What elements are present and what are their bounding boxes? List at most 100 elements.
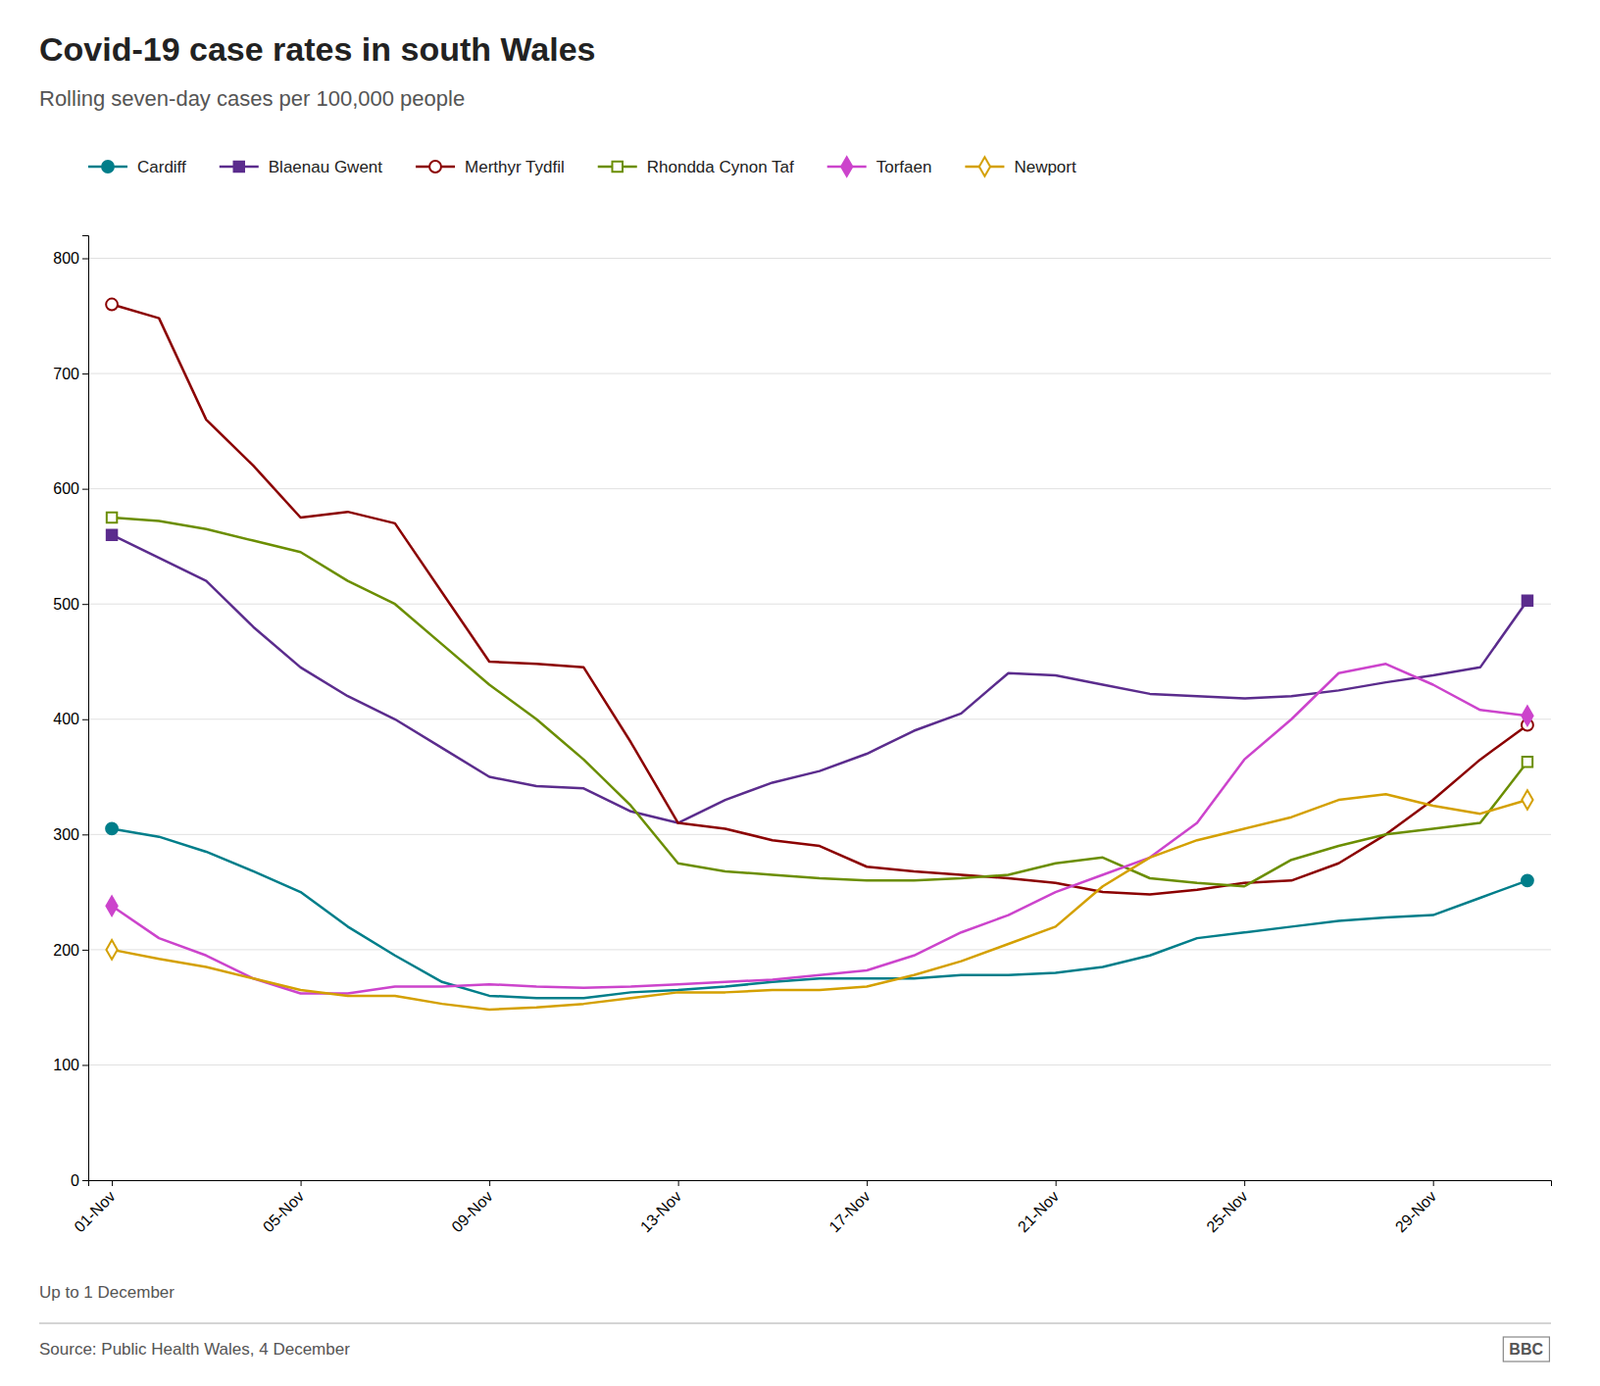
legend-item: Cardiff bbox=[88, 157, 187, 177]
x-tick-mark bbox=[300, 1180, 302, 1187]
y-tick-label: 500 bbox=[52, 596, 80, 613]
y-tick-mark bbox=[82, 373, 89, 375]
series-marker bbox=[105, 299, 118, 311]
legend-label: Torfaen bbox=[876, 157, 933, 177]
series-marker bbox=[1521, 790, 1533, 810]
y-tick: 200 bbox=[52, 941, 89, 958]
grid-line bbox=[88, 834, 1551, 836]
x-tick: 09-Nov bbox=[448, 1180, 496, 1236]
series bbox=[106, 512, 1533, 887]
brand-box bbox=[1502, 1337, 1550, 1362]
series-line bbox=[111, 535, 1528, 824]
legend: Cardiff Blaenau Gwent Merthyr Tydfil Rhondd… bbox=[88, 156, 1077, 177]
y-tick-mark bbox=[82, 719, 89, 721]
x-tick: 25-Nov bbox=[1202, 1180, 1250, 1236]
y-tick-label: 800 bbox=[52, 250, 80, 267]
y-tick-mark bbox=[82, 603, 89, 605]
grid-line bbox=[88, 1064, 1551, 1066]
series-marker bbox=[105, 896, 117, 916]
x-tick-label: 13-Nov bbox=[637, 1188, 685, 1236]
x-tick-mark bbox=[111, 1180, 113, 1187]
x-tick: 13-Nov bbox=[637, 1180, 685, 1236]
legend-marker bbox=[841, 156, 852, 177]
series-marker bbox=[1521, 705, 1533, 726]
separator bbox=[39, 1323, 1551, 1325]
series-marker bbox=[1522, 595, 1533, 605]
series bbox=[105, 299, 1534, 896]
subtitle: Rolling seven-day cases per 100,000 peop… bbox=[39, 86, 465, 111]
y-tick: 100 bbox=[52, 1056, 89, 1074]
plot-area: 0 100 200 300 400 500 600 700 800 01-Nov 05-Nov 09-… bbox=[52, 236, 1551, 1237]
y-tick: 0 bbox=[70, 1172, 89, 1190]
legend-label: Newport bbox=[1013, 157, 1077, 177]
series-line bbox=[111, 794, 1528, 1010]
series-line bbox=[111, 304, 1528, 896]
legend-item: Torfaen bbox=[827, 156, 933, 177]
series-marker bbox=[1521, 874, 1534, 887]
legend-item: Rhondda Cynon Taf bbox=[598, 157, 795, 177]
y-axis-line bbox=[82, 236, 90, 1182]
legend-item: Merthyr Tydfil bbox=[415, 157, 565, 177]
x-tick-label: 25-Nov bbox=[1202, 1188, 1250, 1236]
y-tick: 700 bbox=[52, 365, 89, 383]
series-marker bbox=[105, 940, 117, 960]
y-tick-mark bbox=[82, 1180, 89, 1182]
series bbox=[105, 790, 1533, 1010]
y-tick-mark bbox=[82, 834, 89, 836]
series-line bbox=[111, 663, 1528, 994]
series-marker bbox=[1522, 756, 1533, 767]
y-tick: 400 bbox=[52, 710, 89, 728]
legend-label: Blaenau Gwent bbox=[268, 157, 384, 177]
grid-line bbox=[88, 949, 1551, 950]
y-tick-label: 600 bbox=[52, 480, 80, 498]
x-tick: 29-Nov bbox=[1392, 1180, 1440, 1236]
x-tick-mark bbox=[489, 1180, 491, 1187]
x-axis: 01-Nov 05-Nov 09-Nov 13-Nov 17-Nov 21-Nov 25-N… bbox=[70, 1180, 1551, 1236]
x-tick-mark bbox=[678, 1180, 680, 1187]
x-tick: 17-Nov bbox=[825, 1180, 873, 1236]
x-tick-label: 21-Nov bbox=[1014, 1188, 1062, 1236]
legend-marker bbox=[429, 160, 442, 173]
chart: Covid-19 case rates in south Wales Rollin… bbox=[0, 0, 1600, 1386]
grid-line bbox=[88, 373, 1551, 375]
grid-line bbox=[88, 488, 1551, 490]
series bbox=[105, 823, 1534, 1000]
series-marker bbox=[106, 512, 117, 523]
legend-marker bbox=[234, 161, 245, 172]
x-tick: 01-Nov bbox=[70, 1180, 118, 1236]
x-tick-label: 01-Nov bbox=[70, 1188, 118, 1236]
legend-item: Newport bbox=[964, 156, 1077, 177]
legend-label: Cardiff bbox=[137, 157, 187, 177]
series bbox=[106, 529, 1533, 823]
y-tick-label: 700 bbox=[52, 365, 80, 383]
y-tick-mark bbox=[82, 489, 89, 491]
x-axis-line bbox=[89, 1181, 1552, 1188]
grid-line bbox=[88, 718, 1551, 720]
legend-marker bbox=[611, 161, 622, 172]
x-tick-label: 29-Nov bbox=[1392, 1188, 1440, 1236]
y-tick-label: 0 bbox=[70, 1172, 80, 1190]
y-tick-label: 200 bbox=[52, 941, 80, 958]
grid-line bbox=[88, 603, 1551, 605]
legend-label: Merthyr Tydfil bbox=[464, 157, 565, 177]
x-tick-label: 09-Nov bbox=[448, 1188, 496, 1236]
legend-marker bbox=[101, 160, 114, 173]
y-tick-label: 300 bbox=[52, 826, 80, 844]
y-tick-mark bbox=[82, 950, 89, 951]
y-axis: 0 100 200 300 400 500 600 700 800 bbox=[52, 236, 89, 1190]
legend-label: Rhondda Cynon Taf bbox=[647, 157, 795, 177]
title: Covid-19 case rates in south Wales bbox=[39, 30, 597, 68]
y-tick: 800 bbox=[52, 250, 89, 267]
x-tick-mark bbox=[866, 1180, 868, 1187]
y-tick-mark bbox=[82, 1064, 89, 1066]
series-marker bbox=[105, 823, 118, 836]
x-tick-mark bbox=[1244, 1180, 1246, 1187]
brand-label: BBC bbox=[1508, 1341, 1544, 1358]
y-tick: 300 bbox=[52, 826, 89, 844]
legend-item: Blaenau Gwent bbox=[219, 157, 384, 177]
x-tick-mark bbox=[1433, 1180, 1435, 1187]
series-line bbox=[111, 517, 1528, 887]
x-tick: 05-Nov bbox=[259, 1180, 307, 1236]
source: Source: Public Health Wales, 4 December bbox=[39, 1340, 350, 1359]
y-tick: 600 bbox=[52, 480, 89, 498]
